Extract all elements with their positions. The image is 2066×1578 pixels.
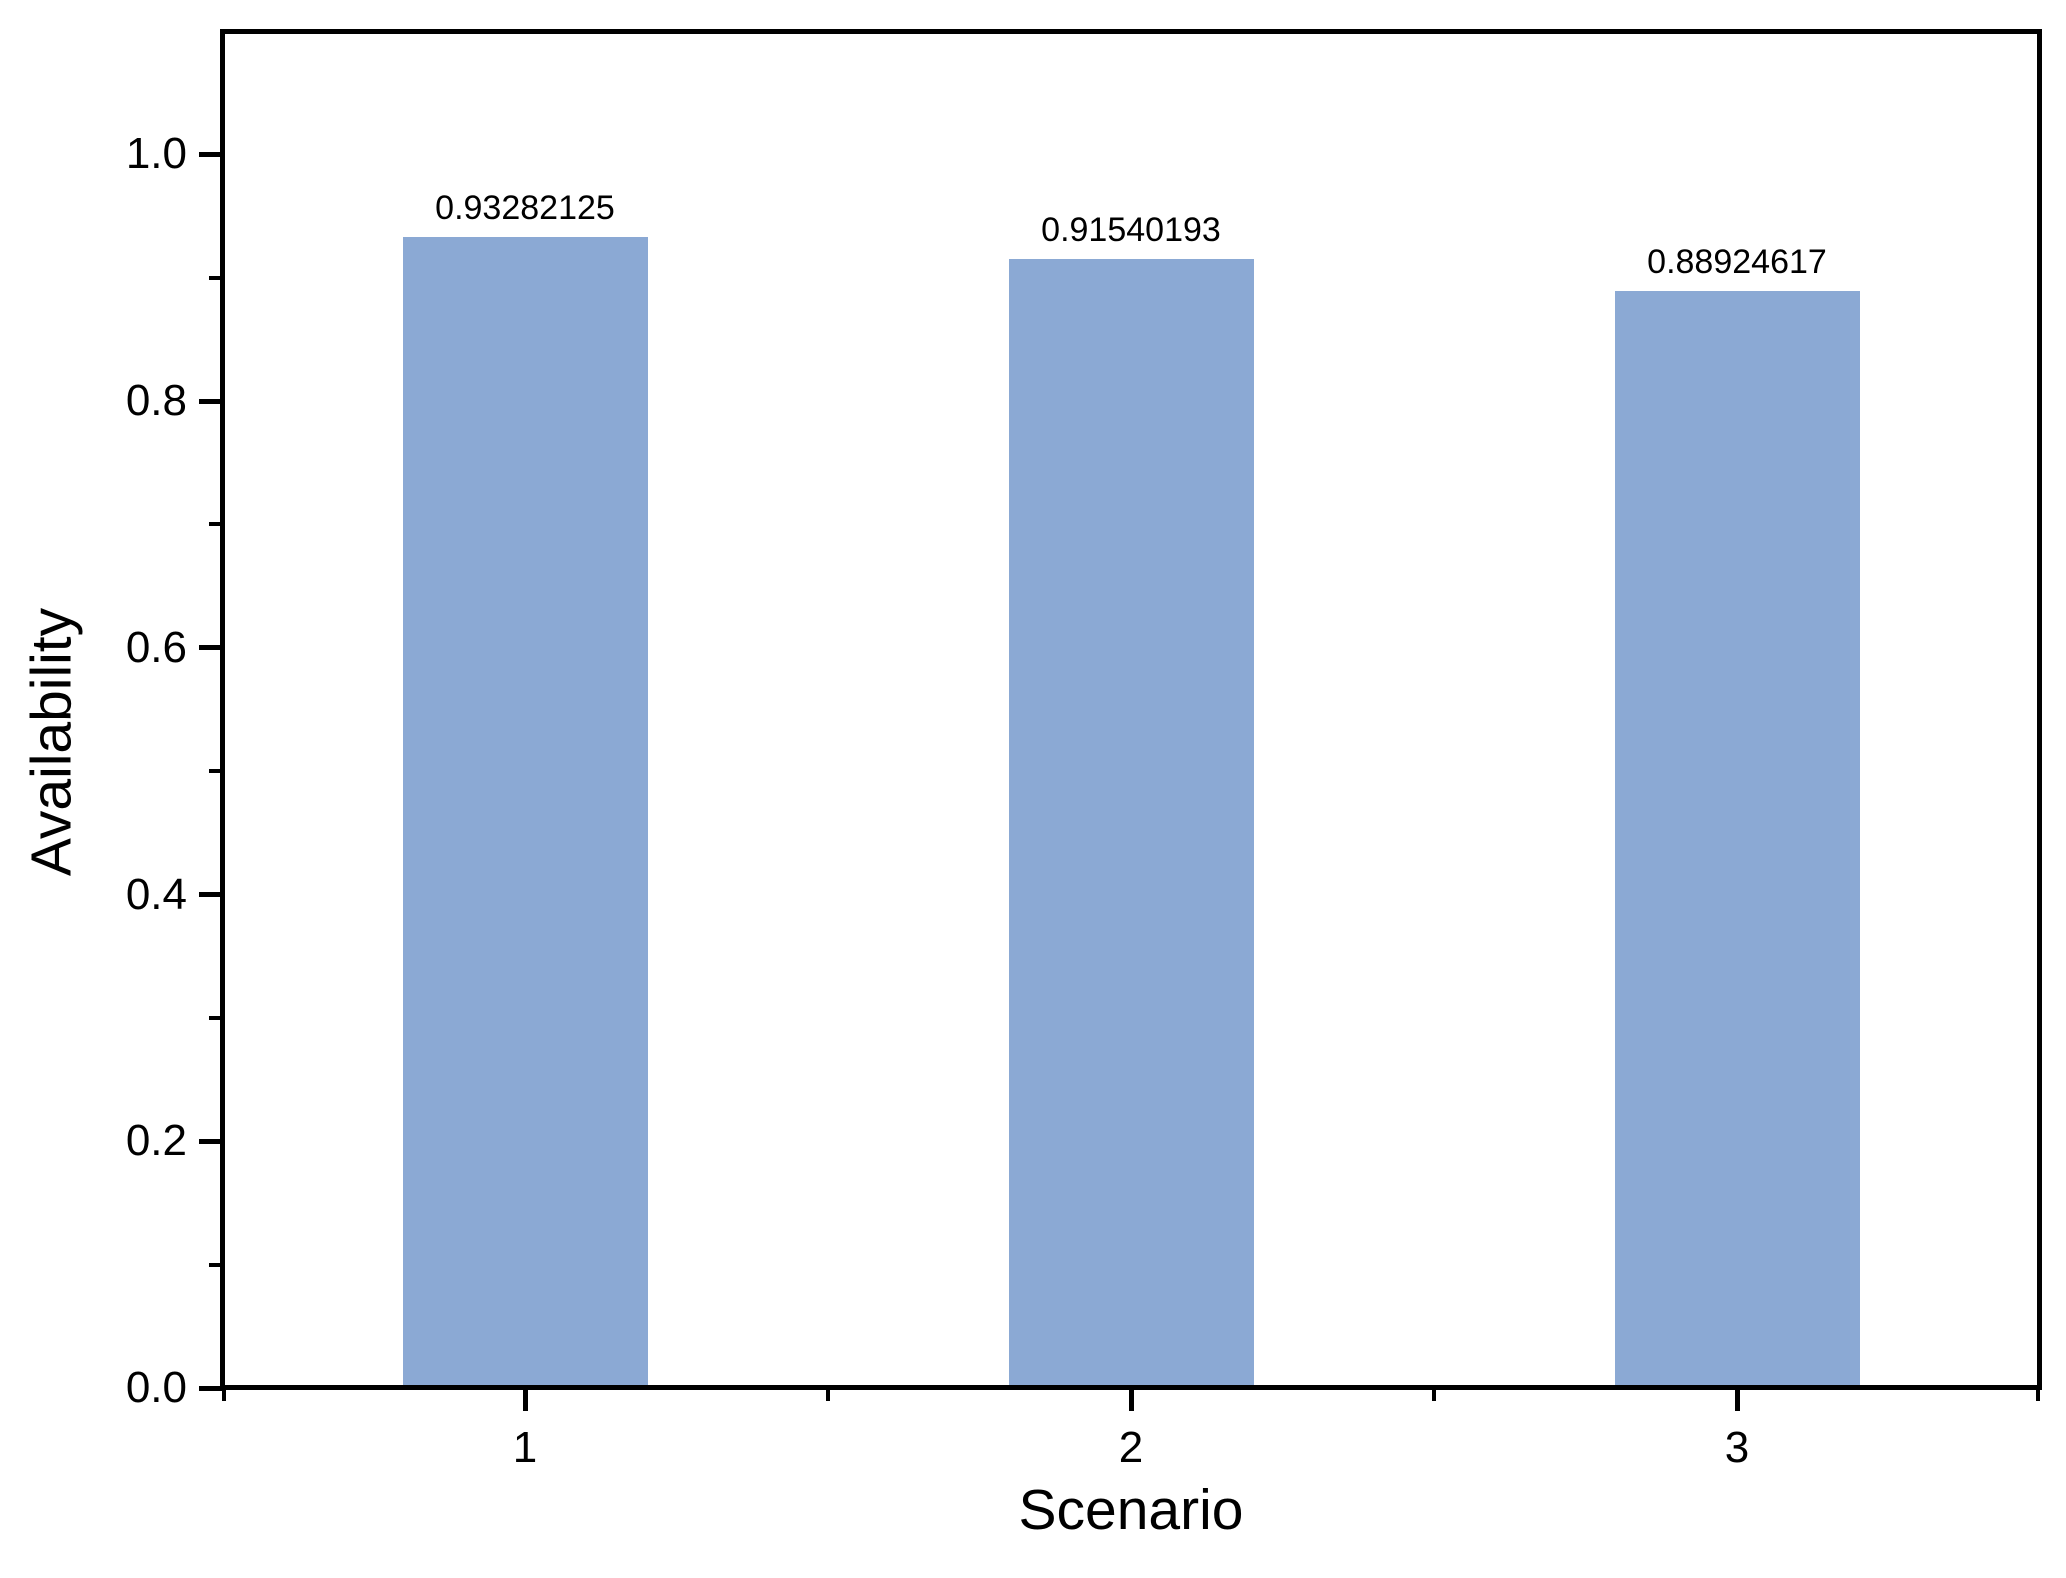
y-axis-major-tick bbox=[199, 892, 222, 898]
y-axis-tick-label: 0.2 bbox=[125, 1116, 187, 1166]
y-axis-tick-label: 0.4 bbox=[125, 869, 187, 919]
y-axis-major-tick bbox=[199, 151, 222, 157]
y-axis-minor-tick bbox=[209, 275, 222, 280]
x-axis-title: Scenario bbox=[1018, 1478, 1244, 1542]
y-axis-tick-label: 0.8 bbox=[125, 376, 187, 426]
x-axis-major-tick bbox=[1734, 1388, 1740, 1411]
x-axis-tick-label: 3 bbox=[1724, 1423, 1750, 1472]
x-axis-minor-tick bbox=[222, 1388, 226, 1401]
y-axis-tick-label: 0.6 bbox=[125, 622, 187, 672]
bar-value-label: 0.93282125 bbox=[435, 189, 615, 228]
x-axis-tick-label: 1 bbox=[512, 1423, 538, 1472]
y-axis-tick-label: 1.0 bbox=[125, 129, 187, 179]
x-axis-minor-tick bbox=[826, 1388, 830, 1401]
x-axis-major-tick bbox=[1128, 1388, 1134, 1411]
y-axis-minor-tick bbox=[209, 522, 222, 527]
y-axis-minor-tick bbox=[209, 769, 222, 774]
y-axis-major-tick bbox=[199, 398, 222, 404]
y-axis-minor-tick bbox=[209, 1262, 222, 1267]
y-axis-major-tick bbox=[199, 1138, 222, 1144]
x-axis-tick-label: 2 bbox=[1118, 1423, 1144, 1472]
y-axis-tick-label: 0.0 bbox=[125, 1363, 187, 1412]
bar bbox=[1614, 290, 1860, 1388]
x-axis-major-tick bbox=[522, 1388, 528, 1411]
bar bbox=[1008, 258, 1254, 1388]
x-axis-minor-tick bbox=[2036, 1388, 2040, 1401]
y-axis-minor-tick bbox=[209, 1015, 222, 1020]
bar bbox=[402, 237, 648, 1388]
bar-value-label: 0.91540193 bbox=[1041, 210, 1221, 249]
y-axis-major-tick bbox=[199, 1385, 222, 1391]
bar-value-label: 0.88924617 bbox=[1647, 242, 1827, 281]
y-axis-major-tick bbox=[199, 645, 222, 651]
plot-area: 0.93282125 0.91540193 0.88924617 0.0 0.2 0.4 0… bbox=[126, 29, 2042, 1470]
x-axis-minor-tick bbox=[1432, 1388, 1436, 1401]
